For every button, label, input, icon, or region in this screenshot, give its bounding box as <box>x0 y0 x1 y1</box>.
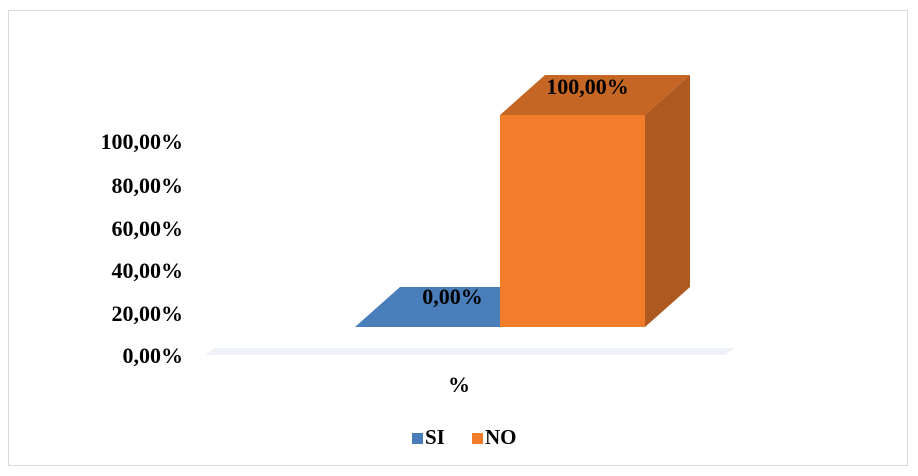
y-tick-label: 0,00% <box>123 343 184 368</box>
bar-front-face <box>500 115 645 327</box>
bar-side-face <box>645 75 690 327</box>
legend-item-no: NO <box>472 425 517 449</box>
bar-no <box>500 75 690 327</box>
x-category-label: % <box>448 372 470 397</box>
legend-swatch <box>412 433 423 444</box>
chart-floor <box>205 348 735 355</box>
bar-top-face <box>500 75 690 115</box>
bar-si <box>355 287 545 327</box>
legend-label: SI <box>425 425 445 449</box>
legend-item-si: SI <box>412 425 445 449</box>
data-label-no: 100,00% <box>546 74 629 99</box>
bar-top-face <box>355 287 545 327</box>
y-tick-label: 100,00% <box>101 129 184 154</box>
data-label-si: 0,00% <box>422 284 483 309</box>
y-tick-label: 40,00% <box>112 258 184 283</box>
bars <box>355 75 690 327</box>
chart-container <box>8 10 908 466</box>
legend-swatch <box>472 433 483 444</box>
legend: SI NO <box>412 425 517 449</box>
y-tick-label: 80,00% <box>112 173 184 198</box>
y-tick-label: 20,00% <box>112 301 184 326</box>
legend-label: NO <box>485 425 517 449</box>
floor-plane <box>205 348 735 355</box>
data-labels: 0,00% 100,00% <box>422 74 629 309</box>
y-tick-label: 60,00% <box>112 216 184 241</box>
y-axis: 0,00% 20,00% 40,00% 60,00% 80,00% 100,00% <box>101 129 184 368</box>
x-axis: % <box>448 372 470 397</box>
